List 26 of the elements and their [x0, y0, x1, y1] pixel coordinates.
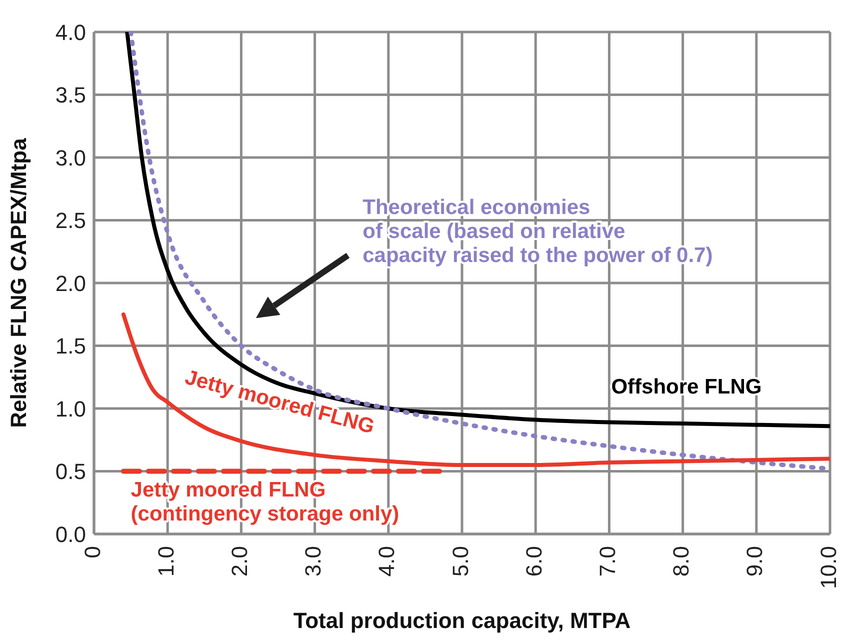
y-tick-label: 1.5 — [55, 334, 86, 359]
text: Jetty moored FLNG — [182, 366, 377, 439]
y-tick-label: 3.0 — [55, 145, 86, 170]
x-tick-label: 0 — [80, 546, 105, 558]
x-tick-label: 2.0 — [227, 546, 252, 577]
x-tick-label: 7.0 — [595, 546, 620, 577]
x-tick-label: 3.0 — [300, 546, 326, 577]
x-axis-title: Total production capacity, MTPA — [293, 608, 631, 633]
x-tick-label: 1.0 — [153, 546, 178, 577]
y-tick-label: 0.5 — [55, 459, 86, 484]
y-tick-label: 1.0 — [55, 396, 86, 422]
y-tick-label: 0.0 — [55, 522, 86, 547]
series-label: Jetty moored FLNG (contingency storage only) — [130, 478, 400, 526]
x-tick-label: 6.0 — [521, 546, 546, 577]
y-tick-label: 2.5 — [55, 208, 86, 234]
y-tick-label: 2.0 — [55, 270, 86, 296]
x-tick-label: 9.0 — [742, 546, 768, 577]
y-axis-title: Relative FLNG CAPEX/Mtpa — [6, 137, 31, 428]
y-tick-label: 3.5 — [55, 82, 86, 108]
x-tick-label: 4.0 — [374, 546, 400, 577]
line-series — [121, 312, 830, 467]
x-tick-label: 10.0 — [816, 546, 841, 589]
x-tick-label: 8.0 — [668, 546, 694, 577]
y-tick-label: 4.0 — [55, 20, 86, 45]
series-label: Offshore FLNG — [611, 375, 762, 398]
x-tick-label: 5.0 — [448, 546, 473, 577]
